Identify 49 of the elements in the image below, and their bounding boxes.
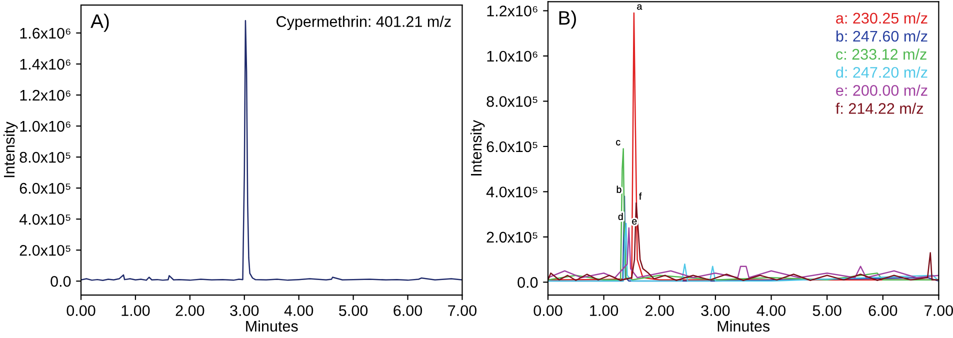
y-tick-label: 1.0x10⁶	[487, 50, 538, 62]
x-tick-label: 6.00	[394, 305, 422, 316]
chart-title: A)	[90, 14, 109, 32]
y-tick-label: 2.0x10⁵	[486, 232, 538, 243]
text: e: 200.00 m/z	[836, 84, 928, 96]
x-tick-label: 5.00	[339, 305, 368, 316]
x-tick-label: 7.00	[924, 305, 953, 316]
annotation: f	[639, 192, 642, 200]
y-tick-label: 6.0x10⁵	[486, 141, 538, 152]
text: d: 247.20 m/z	[836, 66, 928, 78]
y-tick-label: 2.0x10⁵	[20, 244, 70, 256]
y-tick-label: 4.0x10⁵	[19, 214, 70, 225]
y-tick-label: 1.2x10⁶	[20, 90, 70, 101]
y-tick-label: 1.2x10⁶	[487, 6, 538, 16]
x-tick-label: 6.00	[868, 305, 898, 316]
y-tick-label: 0.0	[518, 277, 538, 288]
x-tick-label: 1.00	[590, 305, 618, 316]
y-tick-label: 6.0x10⁵	[20, 182, 70, 194]
y-tick-label: 1.4x10⁶	[20, 58, 70, 70]
x-tick-label: 2.00	[176, 305, 204, 316]
x-tick-label: 7.00	[448, 305, 476, 316]
x-tick-label: 0.00	[534, 305, 562, 316]
x-axis-title: Minutes	[246, 320, 298, 332]
x-tick-label: 3.00	[701, 305, 730, 316]
annotation: c	[616, 140, 620, 146]
text: f: 214.22 m/z	[836, 102, 924, 114]
x-tick-label: 1.00	[122, 305, 150, 316]
annotation: a	[637, 4, 642, 10]
x-tick-label: 4.00	[284, 305, 314, 316]
x-tick-label: 3.00	[230, 305, 259, 316]
x-tick-label: 5.00	[812, 305, 842, 316]
chart-title: B)	[559, 10, 576, 29]
text: a: 230.25 m/z	[836, 12, 928, 24]
x-tick-label: 4.00	[756, 305, 786, 316]
y-axis-title: Intensity	[3, 122, 18, 178]
annotation: b	[616, 186, 622, 193]
y-tick-label: 1.6x10⁶	[20, 28, 70, 39]
y-axis-title: Intensity	[470, 120, 485, 176]
x-axis-title: Minutes	[718, 320, 770, 332]
y-tick-label: 1.0x10⁶	[20, 120, 70, 132]
text: c: 233.12 m/z	[836, 48, 926, 60]
text: b: 247.60 m/z	[836, 30, 928, 42]
text: Cypermethrin: 401.21 m/z	[276, 16, 451, 30]
y-tick-label: 4.0x10⁵	[486, 186, 538, 198]
x-tick-label: 0.00	[66, 305, 96, 316]
y-tick-label: 8.0x10⁵	[486, 96, 538, 107]
y-tick-label: 0.0	[50, 276, 71, 287]
y-tick-label: 8.0x10⁵	[20, 152, 70, 163]
x-tick-label: 2.00	[646, 305, 674, 316]
